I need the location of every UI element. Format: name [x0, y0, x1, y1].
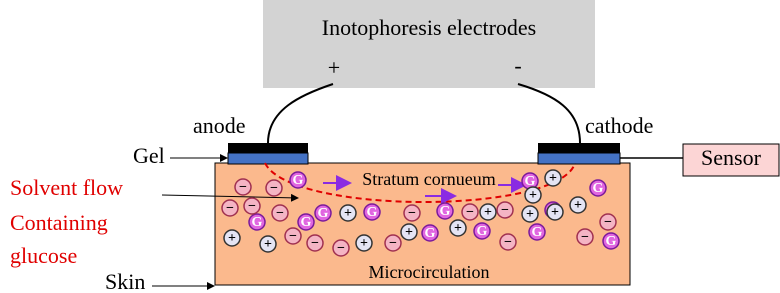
minus: - [514, 53, 521, 78]
skin-label: Skin [105, 269, 145, 293]
ion-symbol: − [389, 236, 397, 251]
ion-symbol: G [440, 204, 451, 219]
ion-symbol: − [270, 181, 278, 196]
ion-symbol: − [604, 215, 612, 230]
ion-symbol: G [425, 226, 436, 241]
ion-symbol: + [574, 198, 582, 213]
anode-label: anode [193, 113, 246, 138]
ion-symbol: + [228, 231, 236, 246]
electrode-box [263, 0, 595, 88]
micro-label: Microcirculation [369, 262, 490, 282]
ion-symbol: − [501, 203, 509, 218]
anode-electrode [228, 143, 308, 153]
ion-symbol: − [408, 206, 416, 221]
ion-symbol: − [248, 199, 256, 214]
plus: + [328, 55, 340, 80]
cathode-electrode [538, 143, 620, 153]
ion-symbol: G [477, 224, 488, 239]
ion-symbol: − [226, 201, 234, 216]
ion-symbol: + [526, 207, 534, 222]
solvent-label: Containing [10, 210, 108, 235]
ion-symbol: − [581, 230, 589, 245]
ion-symbol: − [504, 235, 512, 250]
ion-symbol: G [318, 206, 329, 221]
solvent-label: Solvent flow [10, 175, 123, 200]
ion-symbol: + [549, 171, 557, 186]
ion-symbol: + [551, 205, 559, 220]
ion-symbol: + [360, 236, 368, 251]
stratum-label: Stratum cornueum [362, 169, 495, 189]
ion-symbol: − [466, 205, 474, 220]
anode-gel [228, 153, 308, 164]
ion-symbol: − [289, 229, 297, 244]
ion-symbol: G [606, 234, 617, 249]
ion-symbol: − [311, 236, 319, 251]
ion-symbol: + [344, 206, 352, 221]
ion-symbol: G [301, 215, 312, 230]
ion-symbol: + [405, 225, 413, 240]
gel-label: Gel [133, 143, 165, 168]
ion-symbol: + [454, 221, 462, 236]
ion-symbol: − [276, 206, 284, 221]
ion-symbol: + [264, 237, 272, 252]
ion-symbol: G [593, 181, 604, 196]
cathode-gel [538, 153, 620, 164]
ion-symbol: + [484, 205, 492, 220]
ion-symbol: − [239, 180, 247, 195]
diagram: Inotophoresis electrodes + - anode catho… [0, 0, 780, 293]
title: Inotophoresis electrodes [322, 15, 536, 40]
ion-symbol: G [252, 215, 263, 230]
page: Inotophoresis electrodes + - anode catho… [0, 0, 780, 293]
cathode-label: cathode [585, 113, 653, 138]
ion-symbol: G [532, 225, 543, 240]
wire [268, 84, 333, 143]
ion-symbol: + [529, 188, 537, 203]
solvent-label: glucose [10, 243, 77, 268]
wire [518, 84, 580, 143]
ion-symbol: G [367, 205, 378, 220]
ion-symbol: − [337, 241, 345, 256]
sensor-label: Sensor [701, 145, 762, 170]
ion-symbol: G [293, 173, 304, 188]
